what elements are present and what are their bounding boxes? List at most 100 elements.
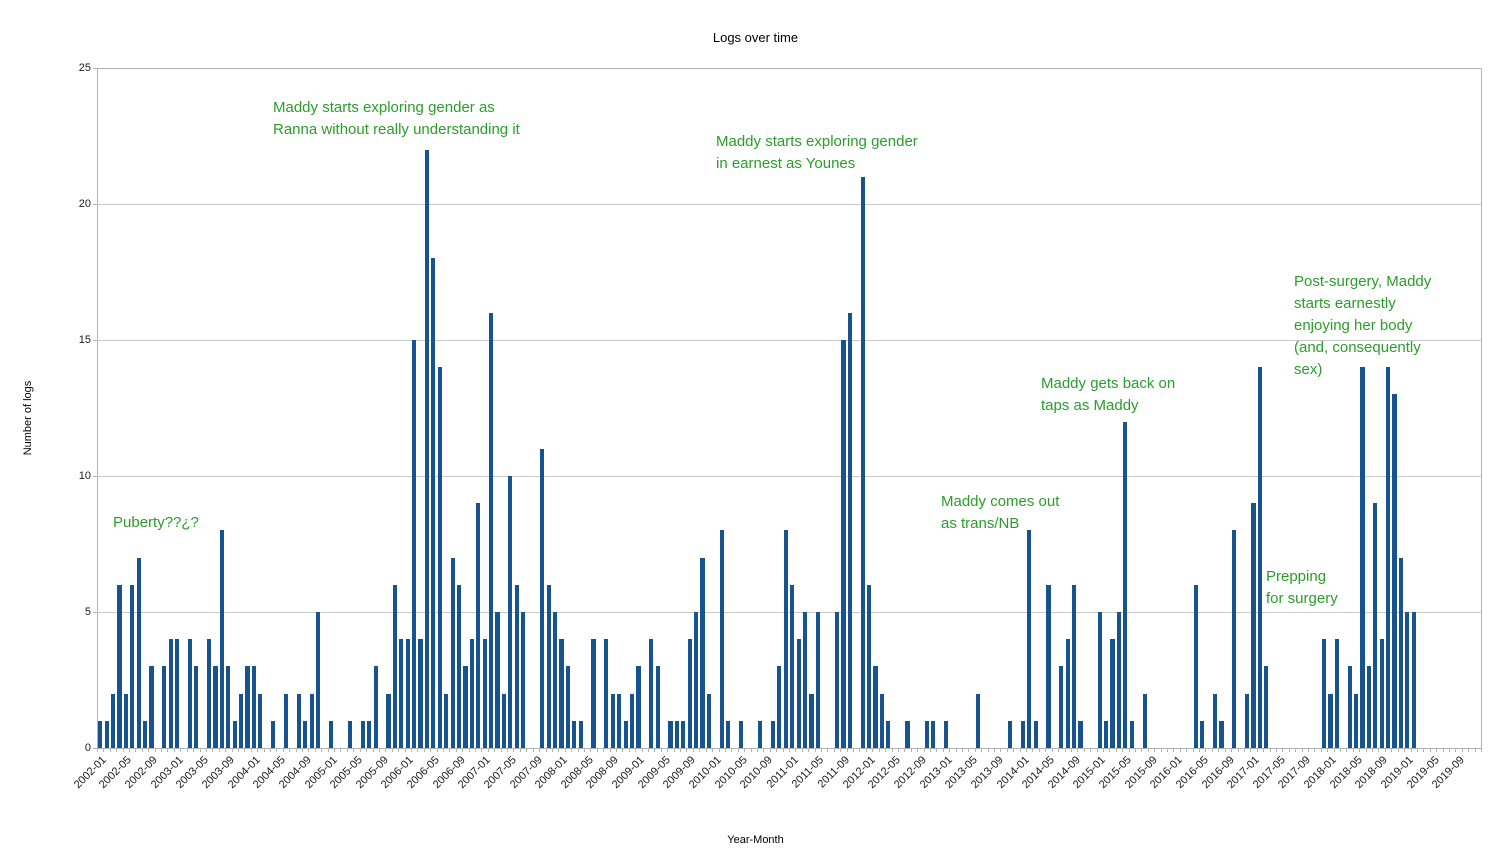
x-tick-mark: [289, 748, 291, 752]
x-tick-mark: [1346, 748, 1348, 752]
bar: [213, 666, 218, 748]
bar: [866, 584, 872, 748]
x-tick-mark: [302, 748, 304, 752]
x-tick-mark: [1032, 748, 1034, 752]
x-tick-mark: [1186, 748, 1188, 752]
bar: [514, 584, 519, 748]
gridline: [97, 476, 1481, 477]
x-tick-mark: [699, 748, 701, 752]
chart-title: Logs over time: [712, 30, 799, 45]
x-tick-mark: [1468, 748, 1470, 752]
x-tick-mark: [513, 748, 515, 752]
bar: [540, 448, 545, 748]
y-tick-label: 0: [84, 742, 91, 754]
bar: [931, 720, 936, 748]
bar: [943, 720, 949, 748]
x-tick-mark: [129, 748, 131, 752]
x-tick-mark: [756, 748, 758, 752]
bar: [495, 612, 500, 748]
bar: [418, 639, 423, 748]
x-tick-mark: [1128, 748, 1130, 752]
bar: [373, 666, 378, 748]
x-tick-mark: [648, 748, 650, 752]
x-tick-mark: [218, 748, 220, 752]
bar: [617, 693, 622, 748]
bar: [802, 612, 808, 748]
bar: [219, 530, 225, 748]
x-tick-mark: [404, 748, 406, 752]
y-tick-label: 5: [84, 606, 91, 618]
bar: [245, 666, 250, 748]
bar: [1347, 666, 1352, 748]
bar: [1257, 367, 1263, 748]
x-tick-mark: [334, 748, 336, 752]
bar: [1110, 639, 1115, 748]
x-tick-mark: [1308, 748, 1309, 752]
annotation: Maddy comes out as trans/NB: [941, 493, 1060, 532]
x-tick-mark: [1404, 748, 1406, 752]
x-tick-mark: [372, 748, 374, 752]
x-tick-mark: [1218, 748, 1220, 752]
x-tick-mark: [519, 748, 521, 752]
bar: [636, 666, 641, 748]
x-tick-mark: [558, 748, 560, 752]
bar: [1033, 720, 1038, 748]
x-tick-mark: [1391, 748, 1393, 752]
y-tick-mark: [93, 612, 97, 613]
bar: [572, 720, 577, 748]
x-tick-mark: [173, 748, 175, 752]
y-tick-mark: [93, 476, 97, 477]
x-tick-mark: [148, 748, 150, 752]
x-tick-mark: [1481, 748, 1482, 752]
x-tick-mark: [1429, 748, 1431, 752]
bar: [1072, 584, 1077, 748]
x-tick-mark: [212, 748, 214, 752]
annotation: Prepping for surgery: [1266, 568, 1338, 607]
bar: [296, 693, 301, 748]
x-tick-mark: [827, 748, 829, 752]
bar: [168, 639, 173, 748]
bar: [149, 666, 154, 748]
x-tick-mark: [103, 748, 105, 752]
bar: [610, 693, 615, 748]
x-tick-mark: [962, 748, 963, 752]
x-tick-mark: [833, 748, 835, 752]
bar: [629, 693, 635, 748]
x-tick-mark: [391, 748, 393, 752]
x-tick-mark: [853, 748, 855, 752]
bar: [162, 666, 167, 748]
bar: [174, 639, 180, 748]
x-tick-mark: [327, 748, 329, 752]
bar: [271, 720, 276, 748]
x-tick-mark: [622, 748, 624, 752]
bar: [412, 340, 417, 748]
x-tick-mark: [955, 748, 957, 752]
x-tick-mark: [225, 748, 227, 752]
x-tick-mark: [635, 748, 637, 752]
y-tick-label: 10: [78, 470, 91, 482]
bar: [1392, 394, 1397, 748]
x-tick-mark: [116, 748, 118, 752]
bar: [110, 693, 116, 748]
x-tick-mark: [475, 748, 477, 752]
bar: [309, 693, 314, 748]
x-tick-mark: [878, 748, 880, 752]
x-tick-mark: [1340, 748, 1342, 752]
x-tick-mark: [1013, 748, 1015, 752]
gridline: [97, 204, 1481, 205]
gridline: [97, 612, 1481, 613]
x-tick-mark: [487, 748, 489, 752]
bar: [591, 639, 596, 748]
bar: [681, 720, 686, 748]
bar: [1219, 720, 1224, 748]
x-tick-mark: [385, 748, 387, 752]
bar: [469, 639, 474, 748]
bar: [1116, 612, 1122, 748]
bar: [431, 258, 436, 748]
x-tick-mark: [628, 748, 630, 752]
bar: [604, 639, 609, 748]
x-tick-mark: [462, 748, 464, 752]
y-tick-mark: [93, 68, 97, 69]
bar: [347, 720, 353, 748]
x-tick-mark: [193, 748, 195, 752]
